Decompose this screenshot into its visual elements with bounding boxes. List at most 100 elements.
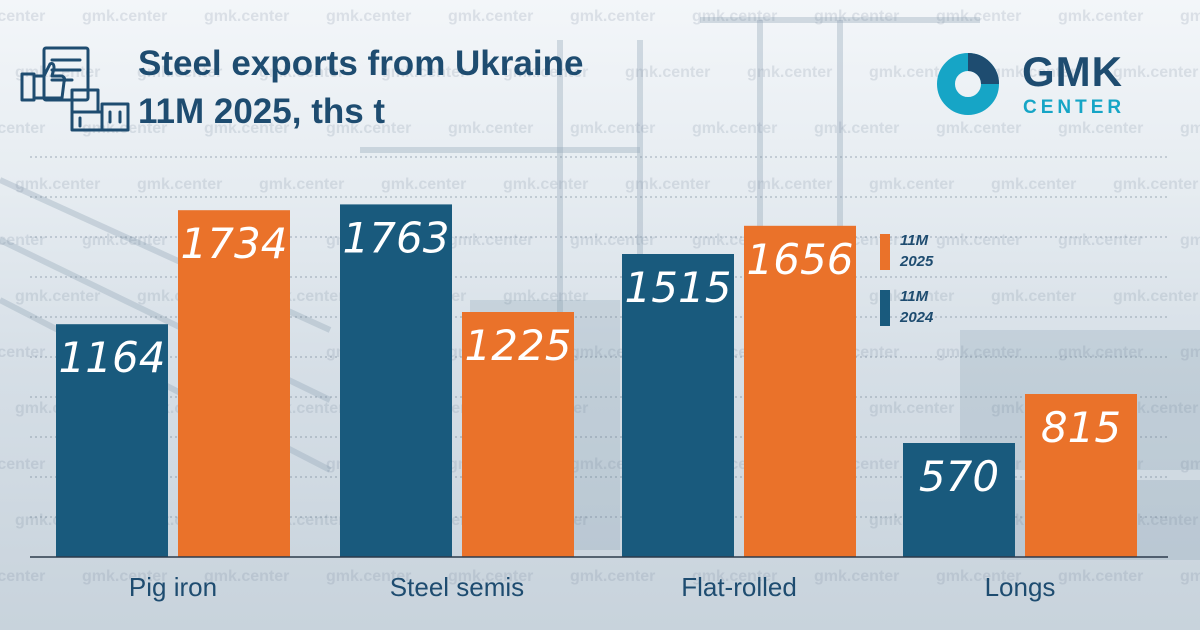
watermark-text: gmk.center [625,64,711,81]
watermark-text: gmk.center [570,8,656,25]
watermark-text: gmk.center [570,120,656,137]
watermark-text: gmk.center [1180,568,1200,585]
watermark-text: gmk.center [1113,288,1199,305]
watermark-text: gmk.center [1180,456,1200,473]
data-label: 1164 [59,333,166,382]
bar-flat-rolled-2024 [622,254,734,557]
watermark-text: gmk.center [747,64,833,81]
category-label: Steel semis [390,572,524,602]
page-title-line-2: 11M 2025, ths t [138,92,386,131]
data-label: 570 [919,452,999,501]
watermark-text: gmk.center [0,568,46,585]
watermark-text: gmk.center [137,176,223,193]
gmk-ring-logo-icon [937,53,999,115]
category-label: Flat-rolled [681,572,797,602]
data-label: 1225 [465,321,572,370]
data-label: 1515 [625,263,732,312]
legend-label-2024: 11M 2024 [900,288,934,326]
watermark-text: gmk.center [0,456,46,473]
watermark-text: gmk.center [1180,120,1200,137]
watermark-text: gmk.center [570,232,656,249]
watermark-text: gmk.center [936,232,1022,249]
watermark-text: gmk.center [326,568,412,585]
watermark-text: gmk.center [1180,8,1200,25]
watermark-text: gmk.center [869,288,955,305]
bar-steel-semis-2025 [462,312,574,557]
watermark-text: gmk.center [869,400,955,417]
watermark-text: gmk.center [503,64,589,81]
watermark-text: gmk.center [0,344,46,361]
watermark-text: gmk.center [1058,232,1144,249]
watermark-text: gmk.center [326,8,412,25]
watermark-text: gmk.center [15,288,101,305]
watermark-text: gmk.center [204,8,290,25]
watermark-text: gmk.center [381,64,467,81]
bar-pig-iron-2025 [178,210,290,557]
watermark-text: gmk.center [448,8,534,25]
watermark-text: gmk.center [15,176,101,193]
watermark-text: gmk.center [1113,64,1199,81]
watermark-text: gmk.center [448,232,534,249]
data-label: 1763 [343,213,450,262]
export-boxes-thumbs-up-icon [20,46,130,132]
bar-longs-2024 [903,443,1015,557]
watermark-text: gmk.center [137,64,223,81]
watermark-text: gmk.center [204,120,290,137]
bars [56,204,1137,558]
watermark-text: gmk.center [936,8,1022,25]
watermark-text: gmk.center [0,232,46,249]
watermark-text: gmk.center [259,176,345,193]
data-label: 1734 [181,219,288,268]
watermark-text: gmk.center [814,120,900,137]
data-labels: 1164 1734 1763 1225 1515 1656 570 815 [59,213,1122,501]
page-title-line-1: Steel exports from Ukraine [138,44,584,83]
watermark-text: gmk.center [692,120,778,137]
data-label: 815 [1041,403,1121,452]
watermark-text: gmk.center [1058,8,1144,25]
watermark-text: gmk.center [991,176,1077,193]
data-label: 1656 [747,235,854,284]
watermark-text: gmk.center [936,568,1022,585]
watermark-text: gmk.center [869,64,955,81]
watermark-text: gmk.center [0,120,46,137]
watermark-text: gmk.center [259,64,345,81]
watermark-text: gmk.center [82,232,168,249]
watermark-text: gmk.center [692,568,778,585]
watermark-text: gmk.center [1058,120,1144,137]
watermark-text: gmk.center [1180,232,1200,249]
watermark-text: gmk.center [0,8,46,25]
logo-text-center: CENTER [1023,97,1126,118]
watermark-text: gmk.center [1180,344,1200,361]
watermark-text: gmk.center [82,568,168,585]
bar-flat-rolled-2025 [744,225,856,558]
bar-pig-iron-2024 [56,324,168,557]
watermark-text: gmk.center [814,8,900,25]
category-label: Longs [985,572,1056,602]
watermark-text: gmk.center [570,568,656,585]
watermark-text: gmk.center [503,176,589,193]
watermark-text: gmk.center [936,120,1022,137]
watermark-text: gmk.center [1113,176,1199,193]
watermark-text: gmk.center [1058,344,1144,361]
legend-swatch-2025 [880,234,890,270]
legend-swatch-2024 [880,290,890,326]
watermark-text: gmk.center [204,568,290,585]
watermark-text: gmk.center [82,8,168,25]
watermark-text: gmk.center [1058,568,1144,585]
watermark-text: gmk.center [448,120,534,137]
bar-longs-2025 [1025,394,1137,557]
watermark-text: gmk.center [991,64,1077,81]
watermark-text: gmk.center [381,176,467,193]
watermark-text: gmk.center [625,176,711,193]
watermark-text: gmk.center [991,288,1077,305]
category-label: Pig iron [129,572,217,602]
watermark-text: gmk.center [503,288,589,305]
watermark-text: gmk.center [448,568,534,585]
legend-label-2025: 11M 2025 [900,232,934,270]
category-labels: Pig iron Steel semis Flat-rolled Longs [129,572,1056,602]
watermark-text: gmk.center [869,176,955,193]
watermark-text: gmk.center [747,176,833,193]
watermark-text: gmk.center [326,120,412,137]
bar-steel-semis-2024 [340,204,452,557]
